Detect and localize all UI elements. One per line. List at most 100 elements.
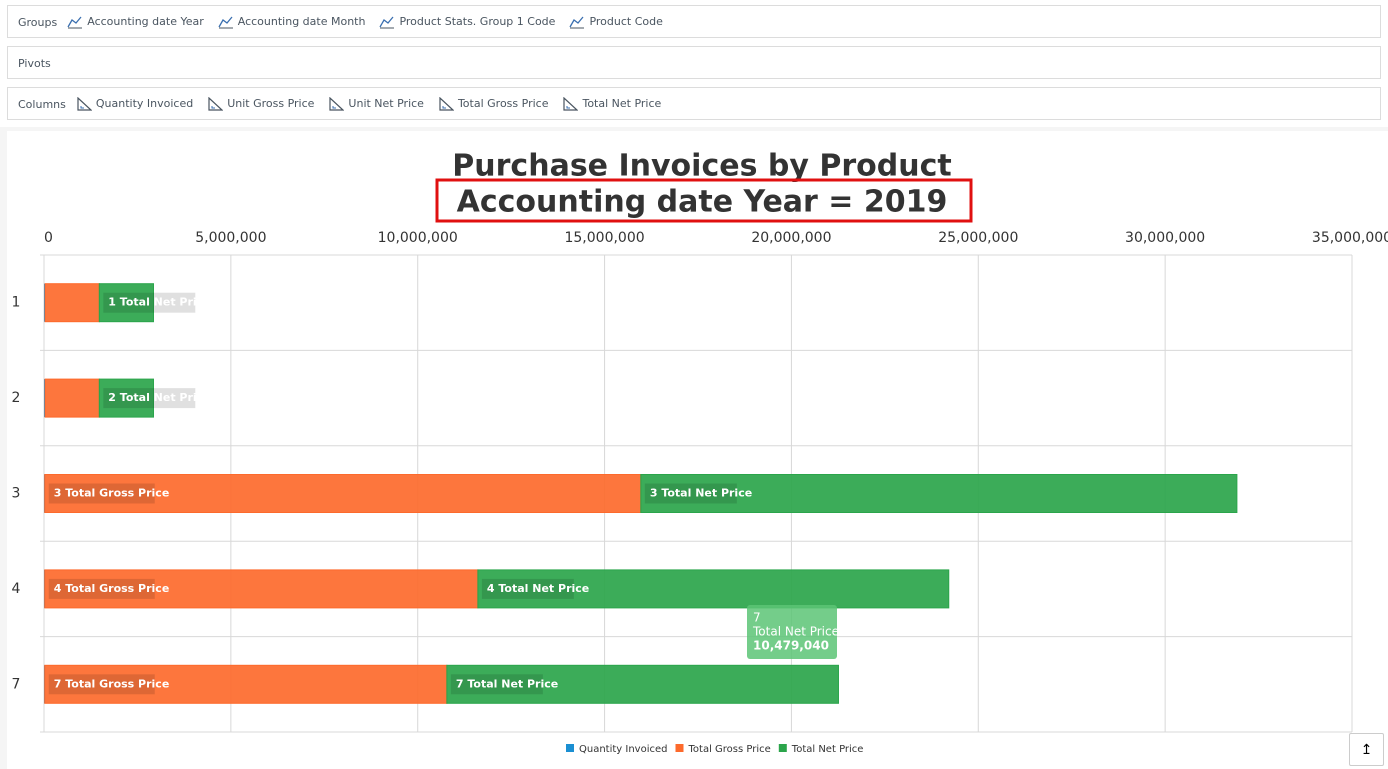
x-tick-label: 20,000,000 — [751, 230, 831, 246]
bar-label-box — [48, 578, 155, 599]
bar-label-text: 4 Total Net Price — [487, 582, 589, 595]
legend-label: Total Gross Price — [688, 744, 771, 755]
columns-item[interactable]: Quantity Invoiced — [76, 96, 194, 111]
columns-item[interactable]: Unit Net Price — [328, 96, 424, 111]
columns-item[interactable]: Total Gross Price — [438, 96, 549, 111]
bar-label: 4 Total Net Price — [481, 578, 589, 599]
bar-label: 4 Total Gross Price — [48, 578, 170, 599]
scroll-top-button[interactable]: ↥ — [1349, 733, 1384, 766]
x-tick-label: 10,000,000 — [378, 230, 458, 246]
y-tick-label: 3 — [12, 486, 21, 502]
bar-segment — [44, 379, 46, 418]
x-tick-label: 25,000,000 — [938, 230, 1018, 246]
item-label: Accounting date Year — [87, 15, 204, 28]
groups-item[interactable]: Product Code — [569, 15, 663, 29]
bar-label: 7 Total Net Price — [450, 674, 558, 695]
bar-segment — [640, 474, 1238, 513]
pivots-label: Pivots — [18, 57, 51, 70]
chart: Purchase Invoices by Product Accounting … — [0, 127, 1388, 769]
groups-item[interactable]: Product Stats. Group 1 Code — [379, 15, 555, 29]
bar-label-series: Total Gross Price — [65, 487, 169, 500]
legend-swatch — [566, 744, 574, 752]
bar-label-series: Total Net Price — [498, 582, 589, 595]
bar-label-box — [103, 292, 196, 313]
legend-item[interactable]: Total Net Price — [778, 744, 864, 755]
chart-bg — [7, 131, 1388, 769]
item-label: Unit Net Price — [348, 97, 424, 110]
bar-segment — [44, 283, 100, 323]
bar-label-text: 3 Total Gross Price — [54, 487, 170, 500]
item-label: Quantity Invoiced — [95, 97, 194, 110]
bar-label-category: 7 — [456, 677, 464, 690]
x-tick-label: 5,000,000 — [195, 230, 266, 246]
legend-swatch — [778, 744, 787, 752]
legend-swatch — [675, 744, 684, 752]
chart-title: Purchase Invoices by Product — [452, 149, 951, 184]
bar-segment — [477, 569, 950, 609]
bar-label: 1 Total Net Price — [103, 292, 211, 313]
bar-label-series: Total Net Price — [120, 296, 211, 309]
tooltip-value: 10,479,040 — [753, 639, 829, 653]
bar-label-series: Total Gross Price — [65, 582, 169, 595]
bar-label: 3 Total Gross Price — [48, 483, 170, 504]
tooltip-series: Total Net Price — [752, 625, 839, 639]
bar-label-category: 7 — [54, 677, 62, 690]
bar-label-series: Total Net Price — [120, 391, 211, 404]
x-tick-label: 0 — [44, 230, 53, 246]
bar-label-box — [103, 388, 196, 409]
tooltip-category: 7 — [753, 611, 761, 625]
highlight-box — [435, 178, 973, 223]
y-tick-label: 7 — [12, 676, 21, 692]
columns-item[interactable]: Unit Gross Price — [207, 96, 315, 111]
bar-segment — [44, 283, 46, 322]
groups-item[interactable]: Accounting date Month — [218, 15, 366, 29]
bar-label-text: 7 Total Net Price — [456, 677, 558, 690]
legend-item[interactable]: Total Gross Price — [675, 744, 771, 755]
bar-label-text: 3 Total Net Price — [650, 487, 752, 500]
columns-bar: Columns Quantity Invoiced Unit Gross Price… — [7, 87, 1381, 120]
tooltip-box — [747, 605, 837, 659]
pivots-bar: Pivots — [7, 46, 1381, 79]
groups-label: Groups — [18, 16, 58, 29]
bar-segment — [44, 569, 479, 609]
y-tick-label: 4 — [12, 581, 21, 597]
bar-label: 7 Total Gross Price — [48, 674, 170, 695]
item-label: Total Gross Price — [457, 97, 549, 110]
bar-label-category: 3 — [650, 487, 658, 500]
bar-label: 2 Total Net Price — [103, 388, 211, 409]
columns-item[interactable]: Total Net Price — [562, 96, 662, 111]
bar-label-series: Total Net Price — [661, 487, 752, 500]
bar-segment — [98, 283, 154, 323]
bar-label: 3 Total Net Price — [644, 483, 752, 504]
groups-item[interactable]: Accounting date Year — [67, 15, 204, 29]
legend-label: Total Net Price — [791, 744, 864, 755]
bar-segment — [44, 378, 100, 418]
legend-item[interactable]: Quantity Invoiced — [566, 744, 668, 755]
bar-label-category: 3 — [54, 487, 62, 500]
bar-label-box — [481, 578, 574, 599]
bar-label-box — [48, 674, 155, 695]
y-tick-label: 2 — [12, 390, 21, 406]
chart-subtitle: Accounting date Year = 2019 — [457, 185, 948, 220]
bar-label-box — [644, 483, 737, 504]
bar-label-category: 4 — [487, 582, 495, 595]
bar-label-text: 2 Total Net Price — [108, 391, 210, 404]
x-tick-label: 15,000,000 — [564, 230, 644, 246]
bar-label-box — [450, 674, 543, 695]
x-tick-label: 35,000,000 — [1312, 230, 1388, 246]
item-label: Product Stats. Group 1 Code — [399, 15, 556, 28]
item-label: Accounting date Month — [237, 15, 366, 28]
bar-label-box — [48, 483, 155, 504]
bar-label-category: 2 — [108, 391, 116, 404]
bar-segment — [446, 664, 839, 704]
bar-segment — [98, 378, 154, 418]
item-label: Total Net Price — [582, 97, 662, 110]
item-label: Product Code — [589, 15, 663, 28]
groups-bar: Groups Accounting date Year Accounting dat… — [7, 5, 1381, 38]
bar-label-text: 4 Total Gross Price — [54, 582, 170, 595]
item-label: Unit Gross Price — [227, 97, 315, 110]
bar-label-series: Total Gross Price — [65, 677, 169, 690]
bar-label-text: 7 Total Gross Price — [54, 677, 170, 690]
